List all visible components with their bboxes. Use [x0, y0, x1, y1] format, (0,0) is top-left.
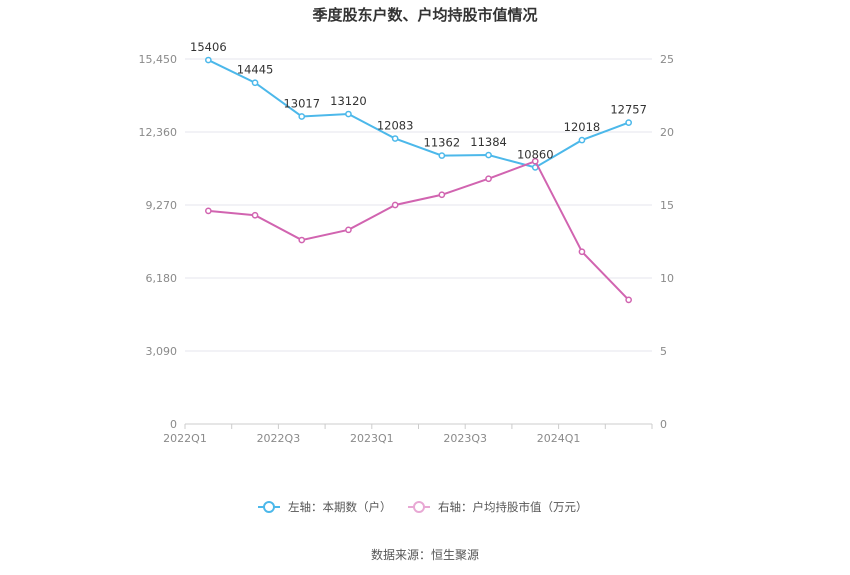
data-point — [438, 152, 446, 159]
legend-marker-avg-value — [413, 501, 425, 513]
data-point — [625, 296, 633, 304]
data-point — [485, 175, 492, 183]
data-label: 14445 — [237, 63, 274, 77]
legend-marker-households — [263, 501, 275, 513]
data-point — [485, 151, 492, 159]
data-point — [391, 135, 399, 142]
right-tick-label: 20 — [660, 126, 674, 139]
data-label: 15406 — [190, 40, 227, 54]
data-point — [578, 136, 586, 144]
data-point — [345, 226, 352, 234]
x-axis: 2022Q1 2022Q3 2023Q1 2023Q3 2024Q1 — [163, 424, 653, 445]
households-line — [207, 59, 630, 169]
data-point — [251, 79, 259, 87]
x-tick-label: 2023Q1 — [350, 432, 394, 445]
legend-item-avg-value[interactable]: 右轴：户均持股市值（万元） — [408, 500, 588, 514]
data-label: 12757 — [610, 103, 647, 117]
legend-label-households: 左轴：本期数（户） — [288, 500, 392, 514]
data-labels: 15406 14445 13017 13120 12083 11362 11384 10860… — [190, 40, 647, 161]
data-point — [345, 110, 352, 118]
data-label: 10860 — [517, 147, 554, 161]
left-tick-label: 0 — [170, 418, 177, 431]
x-tick-label: 2023Q3 — [443, 432, 487, 445]
data-point — [578, 248, 586, 256]
data-point — [298, 113, 306, 120]
left-tick-label: 12,360 — [139, 126, 178, 139]
right-tick-label: 5 — [660, 345, 667, 358]
right-tick-label: 15 — [660, 199, 674, 212]
data-point — [438, 191, 446, 199]
left-tick-label: 9,270 — [146, 199, 178, 212]
left-y-axis: 0 3,090 6,180 9,270 12,360 15,450 — [139, 53, 178, 431]
right-tick-label: 10 — [660, 272, 674, 285]
left-tick-label: 6,180 — [146, 272, 178, 285]
left-tick-label: 15,450 — [139, 53, 178, 66]
grid-lines — [185, 58, 652, 425]
data-point — [205, 56, 212, 64]
data-label: 11362 — [424, 136, 461, 150]
x-tick-label: 2022Q1 — [163, 432, 207, 445]
data-label: 13017 — [283, 96, 320, 110]
right-y-axis: 0 5 10 15 20 25 — [660, 53, 674, 431]
avg-value-line — [208, 159, 630, 301]
left-tick-label: 3,090 — [146, 345, 178, 358]
data-point — [391, 201, 399, 209]
right-tick-label: 25 — [660, 53, 674, 66]
data-point — [531, 157, 539, 165]
data-label: 12018 — [564, 120, 601, 134]
data-label: 13120 — [330, 94, 367, 108]
series-group — [205, 56, 633, 304]
legend-item-households[interactable]: 左轴：本期数（户） — [258, 500, 392, 514]
chart-title: 季度股东户数、户均持股市值情况 — [312, 6, 537, 24]
data-point — [625, 119, 633, 126]
x-tick-label: 2024Q1 — [537, 432, 581, 445]
right-tick-label: 0 — [660, 418, 667, 431]
data-point — [298, 236, 306, 244]
data-point — [205, 207, 212, 215]
x-tick-label: 2022Q3 — [257, 432, 301, 445]
legend: 左轴：本期数（户） 右轴：户均持股市值（万元） — [258, 500, 588, 514]
data-label: 11384 — [470, 135, 507, 149]
data-point — [251, 211, 259, 219]
data-source: 数据来源：恒生聚源 — [371, 547, 479, 562]
legend-label-avg-value: 右轴：户均持股市值（万元） — [438, 500, 588, 514]
data-label: 12083 — [377, 119, 414, 133]
